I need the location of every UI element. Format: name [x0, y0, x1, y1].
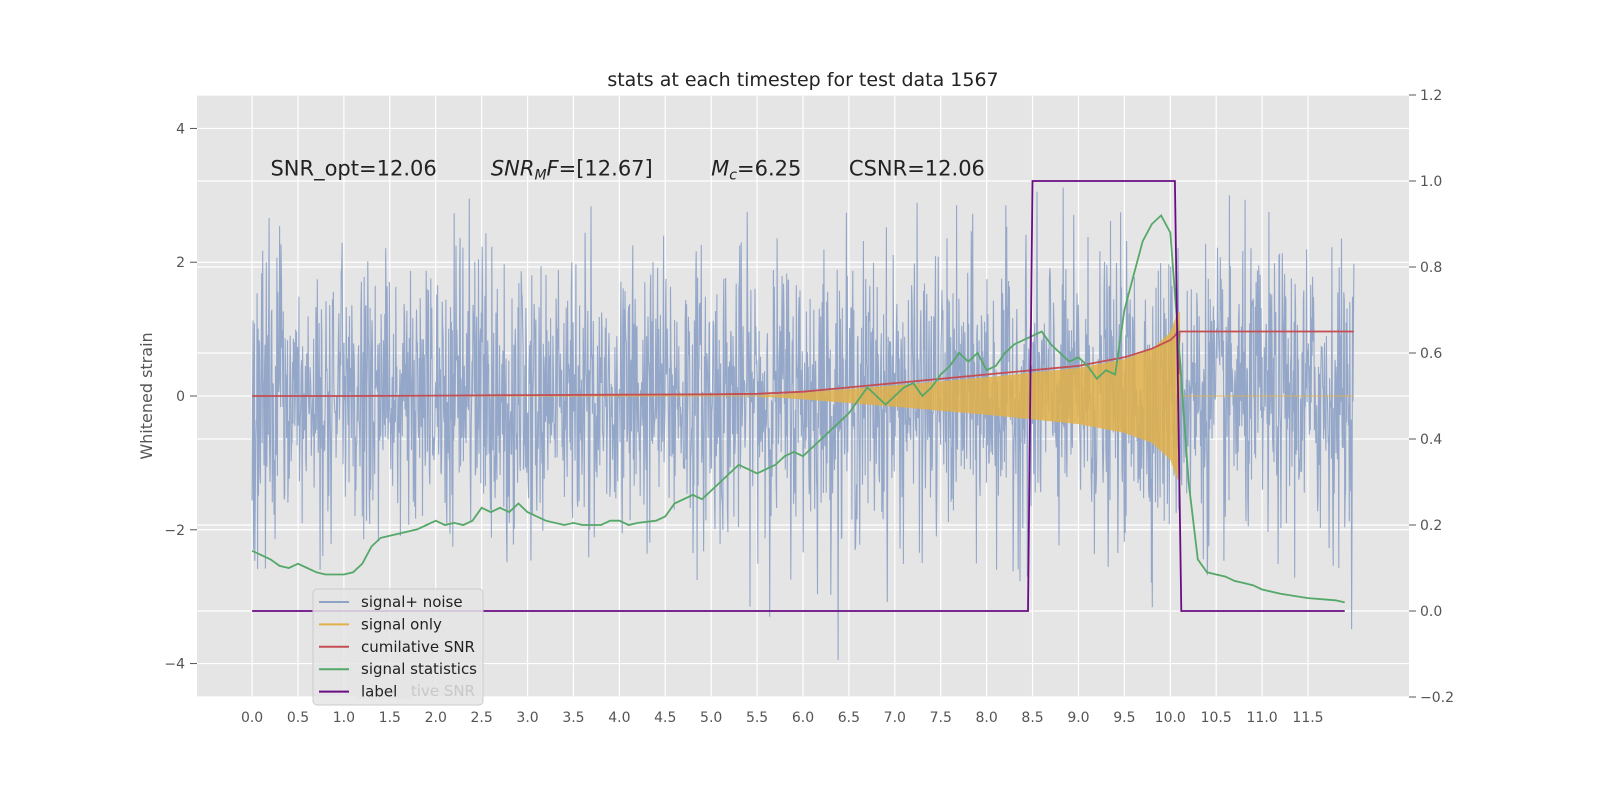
- x-tick-label: 5.5: [746, 710, 768, 726]
- annotation-part: M: [534, 167, 546, 183]
- x-tick-label: 7.0: [884, 710, 906, 726]
- x-tick-label: 1.5: [379, 710, 401, 726]
- y-tick-label: 4: [176, 121, 185, 137]
- y-right-tick-label: −0.2: [1420, 690, 1454, 706]
- y-tick-label: 0: [176, 389, 185, 405]
- x-tick-label: 2.0: [425, 710, 447, 726]
- signal-only-series: [252, 312, 1354, 480]
- line-series-layer: [251, 180, 1354, 612]
- y-right-tick-label: 0.8: [1420, 260, 1442, 276]
- label-line: [252, 180, 1345, 612]
- y-right-tick-label: 0.2: [1420, 518, 1442, 534]
- cumilative-snr-line: [252, 328, 1354, 397]
- x-tick-label: 3.5: [562, 710, 584, 726]
- x-tick-label: 4.0: [608, 710, 630, 726]
- annotation-layer: SNR_opt=12.06 SNRMF=[12.67] Mc=6.25 CSNR=12…: [270, 156, 984, 183]
- chart-title: stats at each timestep for test data 156…: [607, 69, 998, 91]
- x-tick-label: 10.5: [1201, 710, 1232, 726]
- y-tick-label: −2: [164, 523, 185, 539]
- x-tick-label: 10.0: [1155, 710, 1186, 726]
- x-tick-label: 6.0: [792, 710, 814, 726]
- x-tick-label: 6.5: [838, 710, 860, 726]
- x-tick-label: 8.5: [1021, 710, 1043, 726]
- snr-opt-annotation: SNR_opt=12.06: [270, 156, 436, 181]
- x-tick-label: 4.5: [654, 710, 676, 726]
- y-right-tick-label: 0.0: [1420, 604, 1442, 620]
- annotation-part: SNR: [491, 156, 535, 180]
- annotation-part: =[12.67]: [559, 156, 653, 180]
- x-tick-label: 1.0: [333, 710, 355, 726]
- x-tick-label: 11.0: [1247, 710, 1278, 726]
- y-right-tick-label: 1.2: [1420, 88, 1442, 104]
- snr-mf-annotation: SNRMF=[12.67]: [491, 156, 653, 183]
- y-tick-label: 2: [176, 255, 185, 271]
- annotation-part: CSNR=12.06: [849, 156, 985, 180]
- x-tick-label: 2.5: [471, 710, 493, 726]
- x-tick-label: 7.5: [930, 710, 952, 726]
- x-tick-label: 9.5: [1113, 710, 1135, 726]
- annotation-part: M: [711, 156, 729, 180]
- x-tick-label: 9.0: [1067, 710, 1089, 726]
- legend-box: [312, 588, 484, 706]
- y-right-tick-label: 0.6: [1420, 346, 1442, 362]
- x-tick-label: 0.0: [241, 710, 263, 726]
- y-tick-label: −4: [164, 657, 185, 673]
- x-tick-label: 5.0: [700, 710, 722, 726]
- legend-entry-label: cumilative SNR: [361, 638, 475, 656]
- legend-entry-label: signal statistics: [361, 660, 477, 678]
- x-tick-label: 11.5: [1292, 710, 1323, 726]
- signal-only-line: [252, 312, 1354, 480]
- signal-statistics-line: [251, 213, 1345, 604]
- y-right-tick-label: 1.0: [1420, 174, 1442, 190]
- x-tick-label: 3.0: [516, 710, 538, 726]
- csnr-annotation: CSNR=12.06: [849, 156, 985, 180]
- mc-annotation: Mc=6.25: [711, 156, 801, 183]
- x-tick-label: 0.5: [287, 710, 309, 726]
- y-right-tick-label: 0.4: [1420, 432, 1442, 448]
- tick-layer: 0.0 0.5 1.0 1.5 2.0 2.5 3.0 3.5 4.0 4.5 5.0 5.5 6.0 6…: [164, 88, 1454, 726]
- legend-label-backdrop: [358, 679, 410, 699]
- annotation-part: =6.25: [737, 156, 801, 180]
- legend-entry-label: signal only: [361, 615, 442, 633]
- annotation-part: F: [547, 156, 560, 180]
- legend-entry-label: signal+ noise: [361, 593, 463, 611]
- legend-entry-label: label: [361, 683, 397, 701]
- annotation-part: SNR_opt=12.06: [270, 156, 436, 181]
- y-axis-label: Whitened strain: [137, 332, 156, 459]
- annotation-part: c: [729, 167, 737, 183]
- x-tick-label: 8.0: [976, 710, 998, 726]
